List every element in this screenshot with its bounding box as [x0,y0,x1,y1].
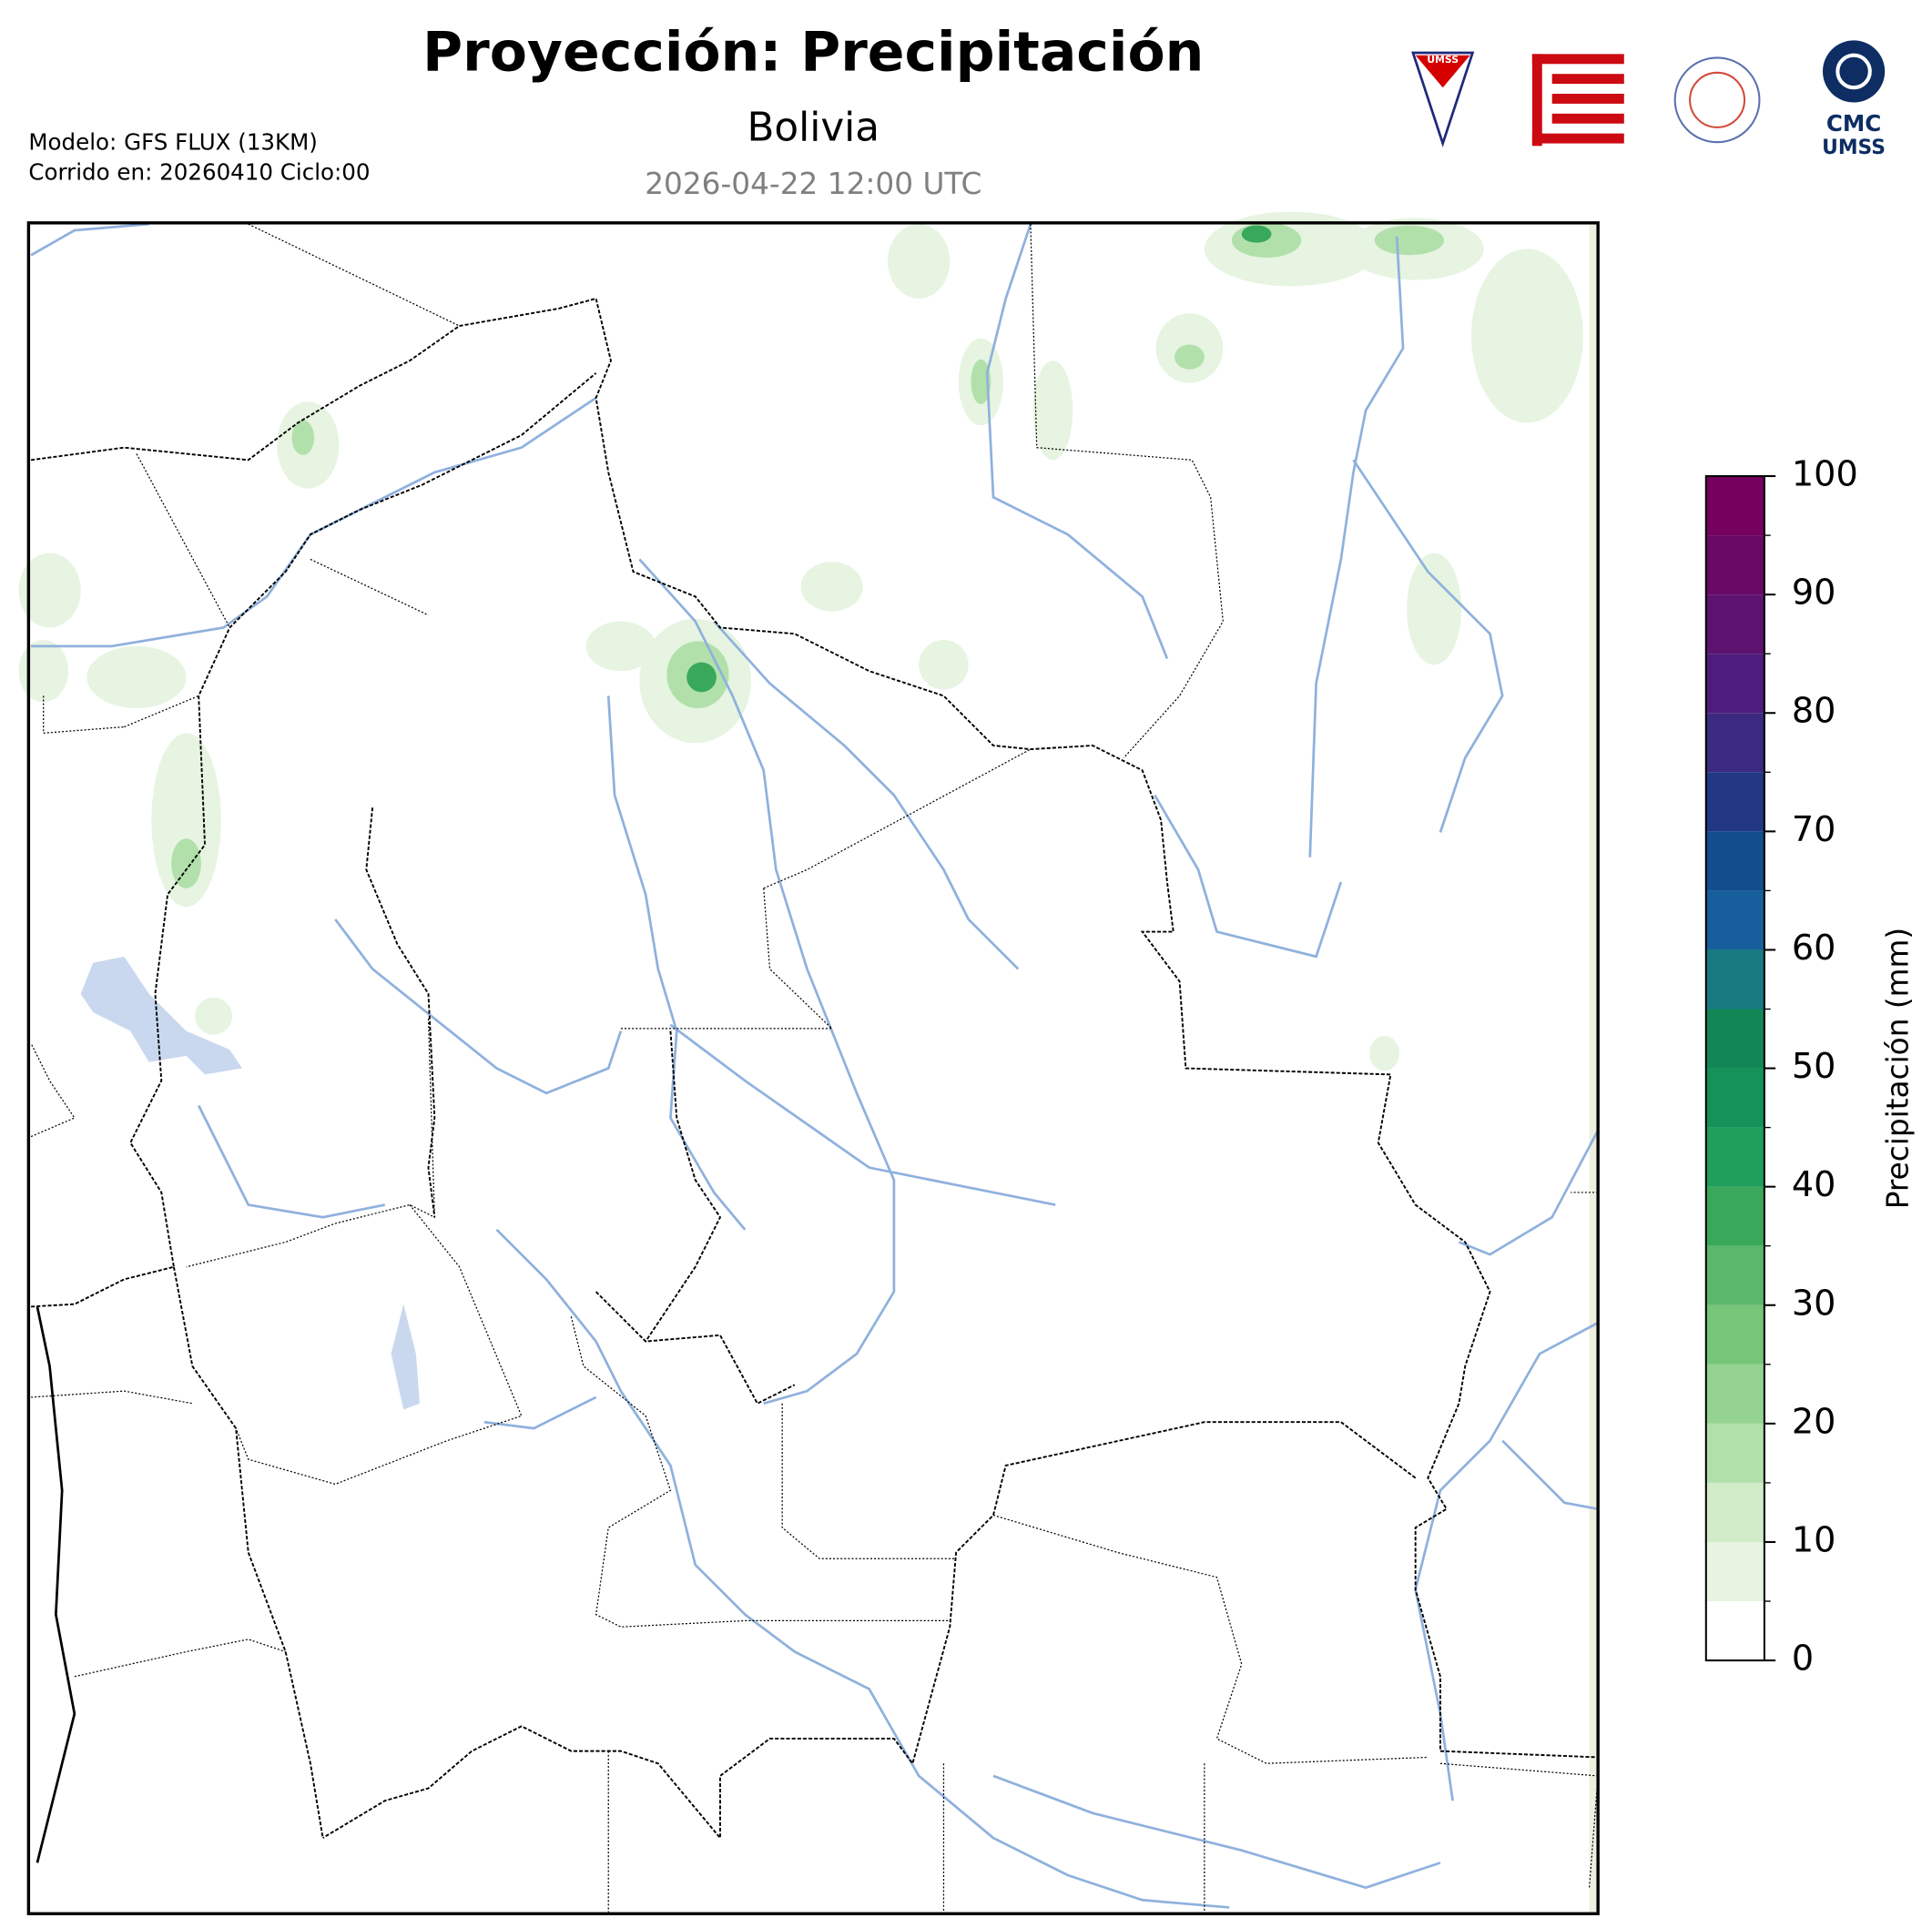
colorbar-bin [1705,1127,1764,1187]
umss-logo [1411,51,1475,147]
tick-label: 70 [1792,810,1836,850]
cmc-logo [1822,40,1886,103]
run-info: Corrido en: 20260410 Ciclo:00 [28,158,370,185]
map [18,211,1600,1915]
tick-label: 50 [1792,1047,1836,1087]
colorbar-bin [1705,1009,1764,1069]
colorbar-bin [1705,1068,1764,1128]
precip-areas [18,211,1583,1071]
umss-logo-red [1415,55,1470,88]
fisica-logo-inner [1689,71,1746,128]
tick-label: 90 [1792,573,1836,614]
colorbar-bin [1705,1541,1764,1602]
cmc-text-2: UMSS [1822,137,1886,159]
colorbar-label: Precipitación (mm) [1881,928,1916,1209]
colorbar-bin [1705,831,1764,891]
colorbar-bin [1705,1423,1764,1483]
tick-label: 30 [1792,1284,1836,1324]
colorbar-bin [1705,1304,1764,1365]
logos: UMSS CMC UMSS [1411,40,1886,159]
edge-land [1589,222,1599,1914]
colorbar-bin [1705,772,1764,832]
subtitle: Bolivia [747,105,880,151]
map-frame-bg [28,222,1599,1914]
borders [30,223,1599,1914]
cmc-logo-ring [1835,53,1872,90]
colorbar-bin [1705,1186,1764,1246]
tick-label: 20 [1792,1402,1836,1442]
colorbar-bin [1705,594,1764,655]
colorbar-bin [1705,535,1764,595]
tick-label: 0 [1792,1639,1814,1679]
lake-titicaca [80,956,242,1075]
cmc-text: CMC [1826,110,1881,137]
colorbar-bin [1705,654,1764,714]
colorbar-bin [1705,1482,1764,1542]
colorbar-bin [1705,476,1764,536]
fisica-logo [1673,56,1761,144]
colorbar-bin [1705,1601,1764,1661]
tick-label: 100 [1792,455,1858,495]
colorbar-bin [1705,1245,1764,1305]
colorbar-bin [1705,1364,1764,1424]
tick-label: 10 [1792,1520,1836,1560]
coast [36,1306,76,1863]
tick-label: 80 [1792,692,1836,732]
colorbar-bin [1705,713,1764,773]
colorbar-bin [1705,890,1764,950]
lake-poopo [391,1304,420,1410]
colorbar-bin [1705,949,1764,1010]
map-frame [26,221,1600,1915]
umss-logo-text: UMSS [1427,54,1459,66]
rivers [30,222,1600,1909]
valid-time: 2026-04-22 12:00 UTC [645,167,981,201]
model-info: Modelo: GFS FLUX (13KM) [28,129,318,156]
colorbar: 0 10 20 30 40 50 60 70 80 90 100 [1704,455,1858,1679]
tick-label: 40 [1792,1165,1836,1205]
tick-label: 60 [1792,928,1836,969]
fcyt-logo [1531,54,1624,147]
title: Proyección: Precipitación [422,20,1204,84]
